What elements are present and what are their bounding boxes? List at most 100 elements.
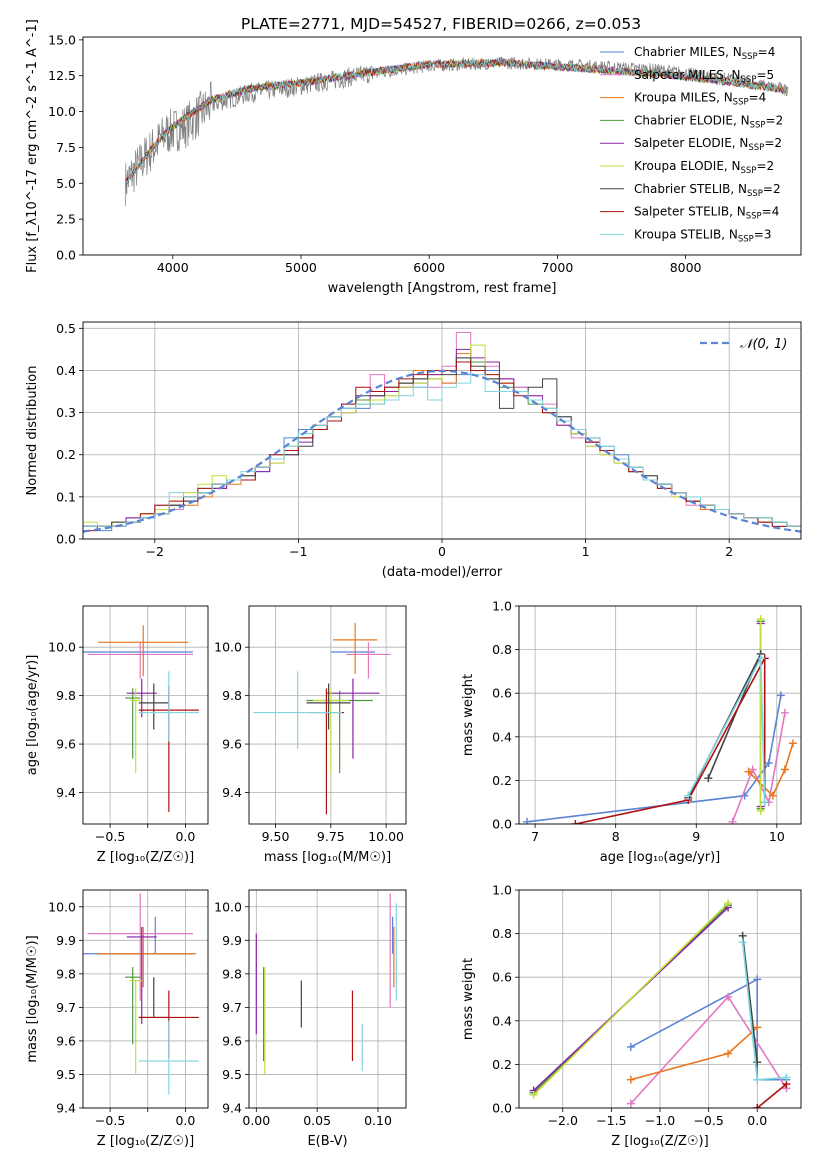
legend-series-name: Kroupa STELIB [634, 227, 721, 241]
age-vs-mass-panel: 9.50 9.75 10.00 9.4 9.6 9.8 10.0 mass [log₁₀(M/… [214, 605, 407, 865]
y-axis-label: mass weight [461, 674, 476, 756]
y-tick-label: 0.3 [56, 405, 76, 420]
legend-nssp: 2 [774, 136, 782, 150]
weight-point-marker [626, 1075, 635, 1084]
y-tick-label: 0.2 [492, 1057, 512, 1072]
mass_vs_EBV-frame [248, 889, 407, 1109]
weight-point-marker [571, 820, 580, 824]
age-vs-z-panel: −0.5 0.0 9.4 9.6 9.8 10.0 Z [log₁₀(Z/Z☉)] age [… [25, 605, 209, 865]
spectrum-panel: 4000 5000 6000 7000 8000 0.0 2.5 5.0 7.5 10.0 12.5… [25, 19, 802, 296]
legend-nssp: 2 [767, 159, 775, 173]
legend-nssp: 2 [773, 182, 781, 196]
legend-label: Salpeter MILES, NSSP=5 [634, 68, 774, 85]
y-tick-label: 1.0 [492, 883, 512, 898]
x-tick-label: −1 [289, 544, 307, 559]
legend-label: 𝒩(0, 1) [740, 337, 787, 352]
y-tick-label: 0.8 [492, 926, 512, 941]
x-tick-label: 0.0 [747, 1113, 767, 1128]
x-tick-label: 5000 [285, 260, 317, 275]
x-tick-label: 7 [531, 829, 539, 844]
weight-point-marker [529, 1090, 538, 1099]
weight-point-marker [704, 774, 713, 783]
x-tick-label: −0.5 [95, 1113, 125, 1128]
y-tick-label: 0.5 [56, 321, 76, 336]
x-axis-label: Z [log₁₀(Z/Z☉)] [97, 850, 194, 865]
y-tick-label: 7.5 [56, 140, 76, 155]
weight-vs-age-panel: 7 8 9 10 0.0 0.2 0.4 0.6 0.8 1.0 age [log₁₀(age/yr… [461, 599, 802, 865]
y-tick-label: 9.4 [56, 1101, 76, 1116]
x-tick-label: 0.0 [175, 829, 195, 844]
mass_vs_Z-plot-area [83, 893, 199, 1095]
y-tick-label: 0.4 [492, 729, 512, 744]
weight_vs_age-plot-area [523, 615, 797, 824]
y-tick-label: 1.0 [492, 599, 512, 614]
x-tick-label: 8 [612, 829, 620, 844]
weight-point-marker [684, 791, 693, 800]
mass_vs_EBV-plot-area [255, 893, 397, 1075]
legend-series-name: Chabrier MILES [634, 45, 725, 59]
y-tick-label: 10.0 [48, 899, 76, 914]
legend-series-name: Salpeter MILES [634, 68, 724, 82]
y-tick-label: 5.0 [56, 176, 76, 191]
residuals-plot-area [83, 332, 801, 539]
x-tick-label: 7000 [541, 260, 573, 275]
y-tick-label: 9.8 [222, 688, 242, 703]
legend-label: Chabrier STELIB, NSSP=2 [634, 182, 781, 199]
weight-vs-z-panel: −2.0 −1.5 −1.0 −0.5 0.0 0.0 0.2 0.4 0.6 0.8 1.0 Z [… [461, 883, 802, 1149]
x-tick-label: 9.75 [317, 829, 345, 844]
x-tick-label: 4000 [157, 260, 189, 275]
y-tick-label: 2.5 [56, 212, 76, 227]
weight-point-marker [756, 806, 765, 815]
mass-vs-ebv-panel: 0.00 0.05 0.10 9.4 9.5 9.6 9.7 9.8 9.9 10.0 E(B-V) [214, 889, 407, 1149]
weight-point-marker [782, 1073, 791, 1082]
weight-point-marker [724, 992, 733, 1001]
y-axis-label: age [log₁₀(age/yr)] [25, 655, 40, 776]
x-axis-label: age [log₁₀(age/yr)] [600, 850, 721, 865]
y-tick-label: 15.0 [48, 32, 76, 47]
y-tick-label: 0.0 [492, 817, 512, 832]
weight-point-marker [748, 765, 757, 774]
y-axis-label: mass weight [461, 958, 476, 1040]
weight-point-marker [753, 975, 762, 984]
weight-point-marker [756, 615, 765, 624]
x-tick-label: −1.0 [645, 1113, 675, 1128]
mass-vs-z-panel: −0.5 0.0 9.4 9.5 9.6 9.7 9.8 9.9 10.0 Z [log₁₀(Z/… [25, 889, 209, 1149]
x-axis-label: E(B-V) [307, 1134, 347, 1149]
legend-label: Salpeter ELODIE, NSSP=2 [634, 136, 782, 153]
y-tick-label: 0.6 [492, 686, 512, 701]
y-tick-label: 0.8 [492, 642, 512, 657]
y-tick-label: 12.5 [48, 68, 76, 83]
x-tick-label: −1.5 [596, 1113, 626, 1128]
y-tick-label: 9.8 [222, 966, 242, 981]
weight-point-marker [780, 708, 789, 717]
weight-series-line [533, 902, 729, 1096]
y-tick-label: 10.0 [48, 640, 76, 655]
legend-series-name: Chabrier STELIB [634, 182, 730, 196]
age_vs_mass-plot-area [253, 622, 391, 815]
y-tick-label: 9.6 [56, 1033, 76, 1048]
y-tick-label: 0.2 [56, 447, 76, 462]
x-tick-label: −2 [146, 544, 164, 559]
y-tick-label: 10.0 [48, 104, 76, 119]
y-tick-label: 0.6 [492, 970, 512, 985]
spectrum-plot-area [124, 56, 789, 207]
y-tick-label: 9.6 [56, 737, 76, 752]
legend-series-name: Salpeter ELODIE [634, 136, 732, 150]
legend-nssp: 4 [759, 91, 767, 105]
legend-label: Chabrier MILES, NSSP=4 [634, 45, 775, 62]
x-axis-label: (data-model)/error [382, 565, 503, 580]
weight-series-line [756, 1083, 787, 1108]
legend-nssp: 2 [776, 113, 784, 127]
x-tick-label: 10 [769, 829, 785, 844]
y-tick-label: 9.7 [56, 1000, 76, 1015]
weight-point-marker [744, 767, 753, 776]
x-axis-label: mass [log₁₀(M/M☉)] [264, 850, 391, 865]
x-tick-label: 0.00 [242, 1113, 270, 1128]
weight-point-marker [724, 899, 733, 908]
weight-point-marker [760, 798, 769, 807]
y-tick-label: 9.9 [222, 933, 242, 948]
legend-series-name: Kroupa MILES [634, 91, 716, 105]
weight_vs_Z-frame [518, 889, 802, 1109]
legend-label: Kroupa ELODIE, NSSP=2 [634, 159, 774, 176]
weight-series-line [527, 695, 782, 823]
